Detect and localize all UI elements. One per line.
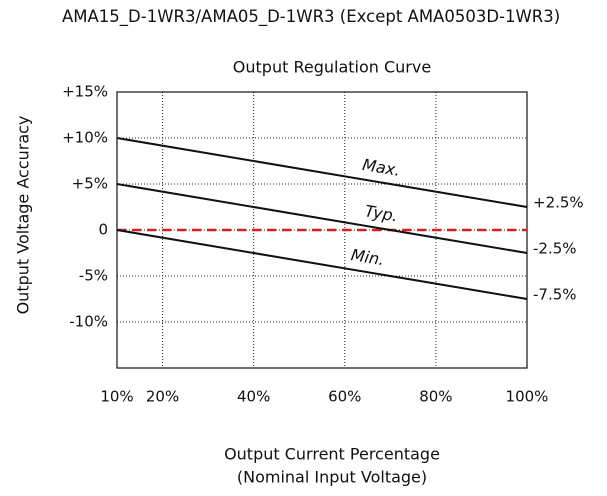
y-tick-label: 0 — [98, 221, 108, 239]
y-tick-label: -5% — [79, 267, 108, 285]
value-label: -7.5% — [533, 286, 577, 304]
x-tick-label: 60% — [328, 388, 361, 406]
x-tick-label: 40% — [237, 388, 270, 406]
y-tick-label: +5% — [72, 175, 108, 193]
x-tick-label: 100% — [506, 388, 549, 406]
x-tick-label: 10% — [100, 388, 133, 406]
x-tick-label: 20% — [146, 388, 179, 406]
x-tick-label: 80% — [419, 388, 452, 406]
series-label: Min. — [350, 245, 386, 269]
line-series — [116, 183, 528, 254]
series-label: Typ. — [363, 201, 399, 225]
line-series — [116, 137, 528, 208]
y-tick-label: +10% — [62, 129, 108, 147]
chart-subtitle: Output Regulation Curve — [233, 58, 431, 77]
value-label: +2.5% — [533, 194, 584, 212]
x-axis-label: Output Current Percentage — [224, 445, 440, 464]
y-tick-label: +15% — [62, 83, 108, 101]
x-axis-label: (Nominal Input Voltage) — [237, 468, 427, 487]
chart-title: AMA15_D-1WR3/AMA05_D-1WR3 (Except AMA050… — [62, 7, 561, 26]
series-label: Max. — [361, 155, 402, 180]
line-series — [116, 229, 528, 300]
y-tick-label: -10% — [69, 313, 108, 331]
value-label: -2.5% — [533, 240, 577, 258]
y-axis-label: Output Voltage Accuracy — [14, 116, 33, 315]
